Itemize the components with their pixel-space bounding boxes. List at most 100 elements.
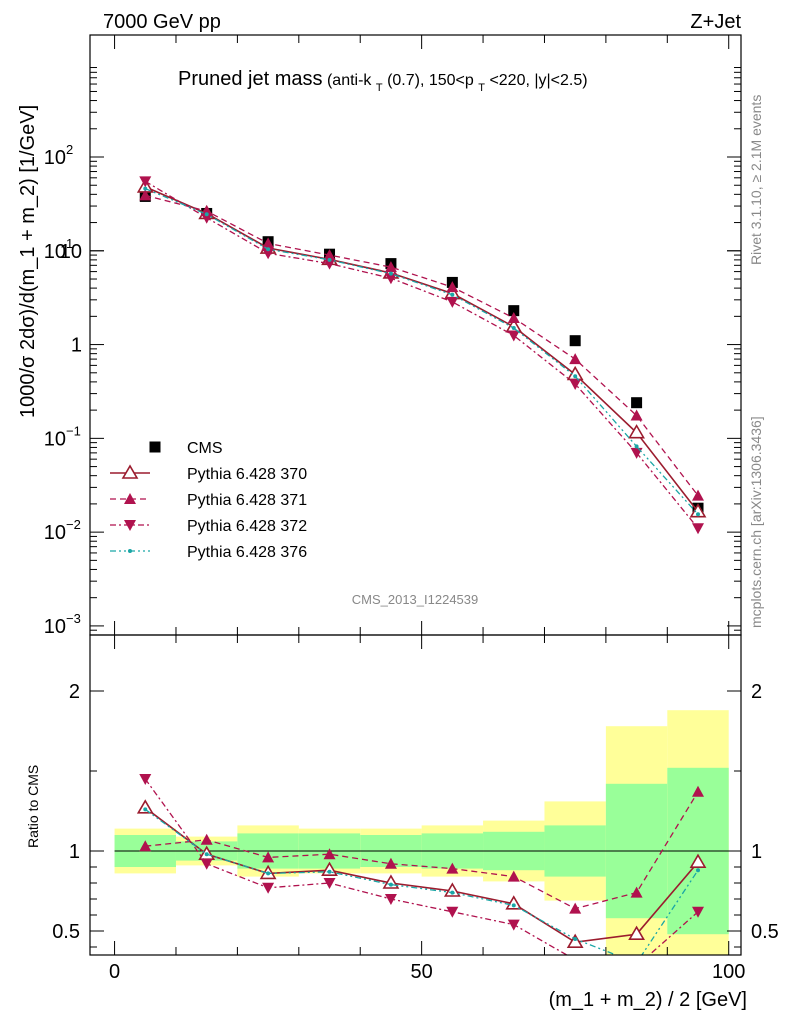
ratio-point-series-2-2 [262,882,275,894]
main-point-series-2-9 [692,489,705,501]
main-y-tick-label: 10 [60,241,82,263]
ratio-line-series-0 [144,807,699,944]
main-point-series-4-5 [450,292,455,297]
x-tick-label: 100 [712,961,745,983]
ratio-point-series-2-9 [692,906,705,918]
main-y-tick-label: 10 [44,147,66,169]
legend: CMS Pythia 6.428 370 Pythia 6.428 371 Pythi… [110,440,307,561]
main-y-tick-exponent: 2 [66,142,73,157]
main-y-axis-label: 1000/σ 2dσ)/d(m_1 + m_2) [1/GeV] [17,105,39,418]
main-line-series-4 [145,188,699,515]
process-label: Z+Jet [690,11,741,33]
ratio-point-series-2-7 [569,954,582,955]
plot-title: Pruned jet mass (anti-k T (0.7), 150<p T… [178,68,588,95]
main-point-series-3-2 [262,248,275,260]
plot-title-main: Pruned jet mass [178,68,323,90]
energy-label: 7000 GeV pp [103,11,221,33]
ratio-point-series-0-6 [505,895,523,910]
ratio-point-series-0-5 [443,882,461,897]
main-point-series-2-2 [262,237,275,249]
ratio-point-series-1-6 [507,870,520,882]
ratio-point-series-3-2 [266,871,271,876]
ratio-line-series-3 [144,808,699,955]
main-y-tick-label: 10 [44,428,66,450]
main-point-series-2-8 [630,409,643,421]
ratio-point-series-2-8 [631,961,643,972]
ratio-panel-frame [89,634,742,956]
ratio-point-series-2-6 [507,919,520,931]
ratio-point-series-1-3 [323,848,336,860]
legend-marker-0 [149,441,161,453]
main-point-series-3-6 [507,330,520,342]
ratio-point-series-1-0 [139,840,152,852]
main-point-series-4-3 [327,257,332,262]
main-point-series-3-3 [323,258,336,270]
main-point-series-2-7 [569,353,582,365]
main-y-tick-exponent: −2 [66,517,81,532]
main-point-series-0-8 [631,397,643,409]
legend-label-1: Pythia 6.428 370 [187,466,307,483]
legend-label-2: Pythia 6.428 371 [187,492,307,509]
main-point-series-0-7 [569,335,581,347]
plot-title-sub-1: (anti-k [327,72,372,89]
ratio-point-series-1-7 [569,902,582,914]
plot-title-sub-2: (0.7), 150<p [387,72,474,89]
main-point-series-2-0 [139,189,152,201]
ratio-y-tick-label-right: 2 [751,681,762,703]
ratio-point-series-1-2 [262,851,275,863]
main-point-series-4-1 [204,212,209,217]
main-line-series-1 [144,186,699,513]
main-point-series-4-2 [266,247,271,252]
main-point-series-4-6 [511,326,516,331]
ratio-point-series-3-7 [573,937,578,941]
ratio-y-tick-label-left: 0.5 [52,921,80,943]
ratio-point-series-3-4 [388,882,393,887]
ratio-point-series-2-3 [323,878,336,889]
ratio-y-tick-label-left: 2 [69,681,80,703]
ratio-point-series-2-4 [384,894,397,905]
main-point-series-2-4 [384,261,397,273]
legend-label-4: Pythia 6.428 376 [187,544,307,561]
ratio-point-series-3-3 [327,869,332,874]
legend-marker-3 [124,520,136,531]
axes-frames [89,34,742,956]
ratio-point-series-3-8 [635,961,639,965]
ratio-point-series-1-5 [446,862,459,874]
ratio-point-series-1-4 [384,857,397,869]
main-point-series-3-5 [446,296,459,308]
main-point-series-2-3 [323,249,336,261]
plot-title-sub-sub-2: T [478,82,485,94]
main-y-tick-exponent: −3 [66,611,81,626]
rivet-label: Rivet 3.1.10, ≥ 2.1M events [748,95,764,265]
main-y-tick-label: 10 [44,616,66,638]
ratio-point-series-3-0 [143,807,148,812]
ratio-line-series-2 [144,778,699,955]
plot-title-sub-3: <220, |y|<2.5) [489,72,587,89]
ratio-point-series-1-9 [692,785,705,797]
ratio-point-series-3-6 [511,903,516,908]
main-point-series-2-5 [446,281,459,293]
main-point-series-4-9 [696,512,701,517]
main-series-layer [136,176,707,535]
ratio-point-series-1-1 [200,833,213,845]
ratio-series-layer [136,774,707,972]
ratio-line-series-1 [145,791,699,910]
main-line-series-3 [144,180,699,529]
main-point-series-3-0 [139,176,152,188]
main-y-tick-label: 1 [71,335,82,357]
ratio-y-tick-label-right: 0.5 [751,921,779,943]
main-point-series-4-7 [573,374,578,379]
main-y-tick-exponent: −1 [66,423,81,438]
main-point-series-3-7 [569,378,582,390]
ratio-point-series-2-5 [446,906,459,918]
main-point-series-4-8 [634,444,639,449]
ratio-point-series-3-1 [204,852,209,857]
main-y-tick-exponent: 1 [66,236,73,251]
legend-label-3: Pythia 6.428 372 [187,518,307,535]
main-point-series-3-1 [200,212,213,224]
ratio-point-series-0-9 [689,853,707,869]
ratio-y-tick-label-right: 1 [751,841,762,863]
legend-marker-2 [124,493,136,504]
